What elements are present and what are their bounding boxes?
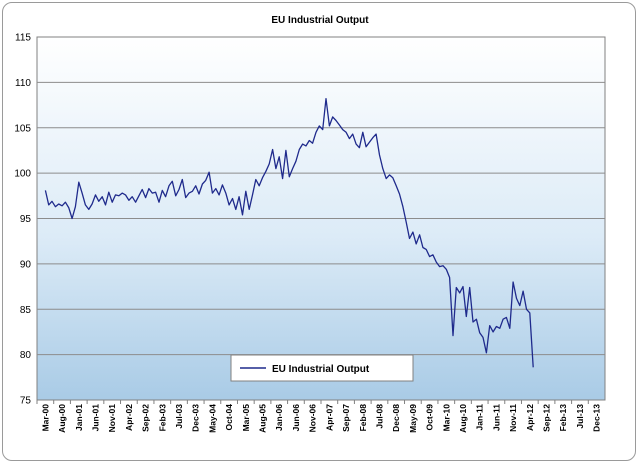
x-tick-label: Aug-00 — [57, 404, 67, 433]
x-tick-label: Sep-12 — [542, 404, 552, 432]
x-tick-label: Dec-13 — [592, 404, 602, 432]
x-tick-label: Jul-13 — [575, 404, 585, 429]
y-tick-label: 100 — [14, 169, 31, 180]
chart-title: EU Industrial Output — [271, 15, 369, 26]
legend-label: EU Industrial Output — [272, 364, 370, 375]
x-axis-ticks: Mar-00 Aug-00 Jan-01 Jun-01 Nov-01 Apr-02 Sep-… — [36, 400, 602, 433]
x-tick-label: Apr-02 — [124, 404, 134, 431]
x-tick-label: Oct-09 — [425, 404, 435, 431]
x-tick-label: Aug-05 — [258, 404, 268, 433]
x-tick-label: Aug-10 — [458, 404, 468, 433]
x-tick-label: Nov-11 — [508, 404, 518, 432]
x-tick-label: Jan-01 — [74, 404, 84, 431]
x-tick-label: Jan-11 — [475, 404, 485, 431]
x-tick-label: Dec-08 — [391, 404, 401, 432]
y-tick-label: 90 — [20, 259, 32, 270]
x-tick-label: Dec-03 — [191, 404, 201, 432]
x-tick-label: Feb-03 — [157, 404, 167, 432]
series-layer — [44, 98, 534, 368]
gridlines — [37, 81, 605, 356]
x-tick-label: Jul-08 — [374, 404, 384, 429]
x-tick-label: Apr-07 — [324, 404, 334, 431]
x-tick-label: Apr-12 — [525, 404, 535, 431]
x-tick-label: May-04 — [207, 404, 217, 433]
x-tick-label: Mar-10 — [441, 404, 451, 432]
y-axis-ticks: 75 80 85 90 95 100 105 110 115 — [14, 33, 31, 407]
x-tick-label: Jan-06 — [274, 404, 284, 431]
y-tick-label: 105 — [14, 123, 31, 134]
y-tick-label: 110 — [15, 78, 31, 89]
x-tick-label: Oct-04 — [224, 404, 234, 431]
y-tick-label: 95 — [20, 214, 32, 225]
x-tick-label: Jun-11 — [491, 404, 501, 431]
x-tick-label: Jul-03 — [174, 404, 184, 429]
x-tick-label: Feb-13 — [558, 404, 568, 432]
x-tick-label: Nov-01 — [107, 404, 117, 433]
x-tick-label: Nov-06 — [308, 404, 318, 433]
y-tick-label: 115 — [15, 33, 31, 44]
x-tick-label: Jun-01 — [90, 404, 100, 432]
x-tick-label: Mar-05 — [241, 404, 251, 432]
x-tick-label: Sep-07 — [341, 404, 351, 432]
y-tick-label: 85 — [20, 305, 32, 316]
series-line — [44, 98, 534, 368]
x-tick-label: Feb-08 — [358, 404, 368, 432]
x-tick-label: Sep-02 — [141, 404, 151, 432]
x-tick-label: Mar-00 — [40, 404, 50, 432]
x-tick-label: Jun-06 — [291, 404, 301, 432]
legend: EU Industrial Output — [230, 354, 414, 382]
y-tick-label: 75 — [20, 396, 32, 407]
x-tick-label: May-09 — [408, 404, 418, 433]
y-tick-label: 80 — [20, 350, 32, 361]
